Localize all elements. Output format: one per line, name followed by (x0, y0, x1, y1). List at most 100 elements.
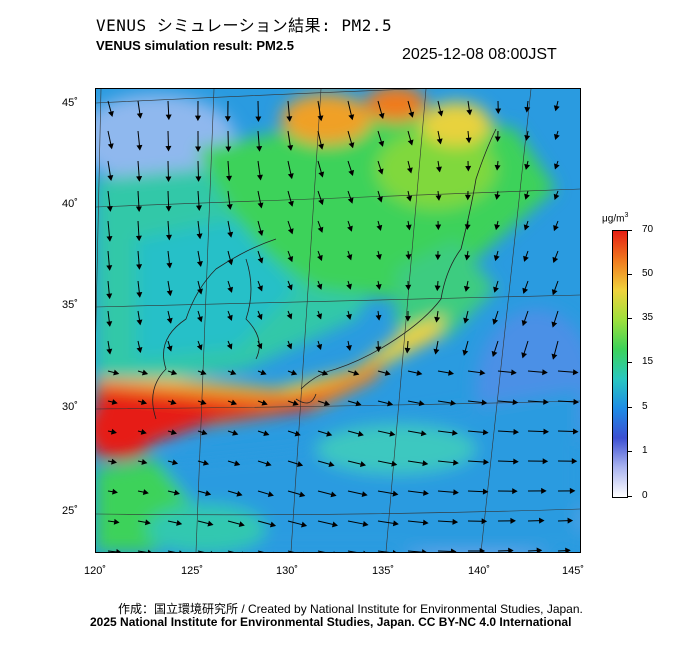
wind-arrowhead (111, 399, 118, 405)
wind-arrowhead (551, 353, 558, 360)
wind-arrowhead (318, 143, 324, 150)
wind-arrowhead (165, 234, 172, 241)
wind-arrowhead (404, 347, 411, 354)
wind-arrowhead (165, 145, 172, 152)
wind-arrowhead (299, 491, 306, 498)
wind-arrowhead (195, 146, 202, 152)
wind-arrowhead (389, 430, 396, 437)
wind-arrow (137, 550, 148, 552)
wind-arrowhead (406, 167, 413, 174)
lon-label-145: 145˚ (562, 565, 585, 577)
wind-arrowhead (538, 517, 545, 524)
wind-arrowhead (287, 255, 294, 263)
wind-arrowhead (565, 547, 571, 552)
wind-arrowhead (267, 491, 274, 498)
wind-arrowhead (230, 399, 237, 406)
wind-arrowhead (462, 349, 469, 356)
wind-arrowhead (141, 369, 149, 376)
wind-arrowhead (524, 134, 531, 141)
wind-arrowhead (347, 225, 353, 232)
wind-arrowhead (355, 400, 362, 407)
wind-arrowhead (452, 518, 459, 525)
wind-arrowhead (197, 316, 203, 323)
wind-arrowhead (316, 283, 323, 290)
wind-arrowhead (136, 144, 143, 151)
wind-arrowhead (482, 429, 489, 436)
wind-arrowhead (436, 138, 443, 145)
wind-arrowhead (227, 259, 234, 266)
wind-arrowhead (434, 285, 441, 292)
wind-arrowhead (523, 224, 530, 231)
wind-arrowhead (348, 114, 355, 121)
wind-arrowhead (404, 316, 411, 322)
wind-arrowhead (291, 369, 298, 376)
wind-arrowhead (287, 173, 294, 180)
wind-arrowhead (448, 369, 454, 376)
wind-arrowhead (491, 350, 498, 358)
wind-arrowhead (113, 518, 120, 525)
wind-arrowhead (256, 145, 263, 152)
wind-arrowhead (347, 197, 354, 204)
wind-arrowhead (226, 204, 233, 210)
wind-arrowhead (200, 369, 207, 376)
wind-arrowhead (260, 369, 267, 376)
wind-arrowhead (196, 233, 203, 240)
wind-arrowhead (296, 461, 304, 467)
wind-arrowhead (136, 347, 143, 354)
wind-arrowhead (346, 313, 352, 320)
wind-arrowhead (176, 520, 183, 526)
wind-arrowhead (194, 115, 201, 122)
wind-arrowhead (110, 428, 117, 435)
wind-arrowhead (286, 343, 293, 350)
wind-arrowhead (553, 163, 560, 170)
wind-arrowhead (140, 428, 147, 435)
wind-arrowhead (165, 176, 172, 183)
wind-arrowhead (294, 430, 301, 437)
wind-arrowhead (523, 255, 529, 262)
wind-arrowhead (142, 489, 149, 496)
wind-arrowhead (287, 284, 293, 291)
wind-arrowhead (521, 352, 528, 359)
wind-arrowhead (286, 313, 293, 320)
lat-label-35: 35˚ (62, 299, 78, 311)
wind-arrowhead (226, 343, 233, 350)
wind-arrowhead (321, 369, 329, 376)
wind-arrowhead (261, 399, 268, 406)
wind-arrow (167, 550, 176, 552)
wind-arrowhead (348, 142, 355, 149)
wind-arrowhead (493, 286, 499, 293)
wind-arrowhead (453, 459, 459, 466)
wind-arrowhead (452, 429, 458, 436)
wind-arrowhead (375, 283, 382, 290)
wind-arrowhead (318, 171, 325, 178)
wind-arrowhead (405, 254, 412, 260)
wind-arrowhead (330, 491, 337, 498)
wind-arrowhead (170, 429, 177, 435)
wind-arrowhead (375, 253, 382, 261)
wind-arrowhead (265, 460, 272, 467)
wind-arrowhead (317, 254, 323, 262)
wind-arrowhead (346, 345, 352, 352)
wind-arrowhead (434, 316, 441, 323)
wind-arrowhead (201, 429, 208, 436)
wind-arrowhead (230, 369, 237, 376)
wind-arrow (377, 550, 390, 552)
wind-arrow (407, 550, 427, 552)
wind-arrowhead (112, 488, 118, 495)
wind-arrowhead (492, 318, 499, 325)
wind-arrowhead (522, 287, 529, 294)
wind-arrowhead (326, 430, 333, 437)
pm25-map[interactable] (95, 88, 581, 553)
wind-arrowhead (481, 399, 488, 406)
wind-arrowhead (567, 517, 574, 524)
lat-label-40: 40˚ (62, 198, 78, 210)
wind-arrowhead (464, 254, 471, 261)
lon-label-120: 120˚ (84, 565, 107, 577)
coastlines (152, 128, 497, 420)
wind-arrowhead (323, 400, 331, 407)
colorbar-tick-15: 15 (642, 356, 654, 367)
wind-arrowhead (510, 517, 516, 524)
wind-arrowhead (292, 400, 299, 406)
wind-arrowhead (287, 228, 294, 235)
wind-arrow (107, 550, 121, 552)
